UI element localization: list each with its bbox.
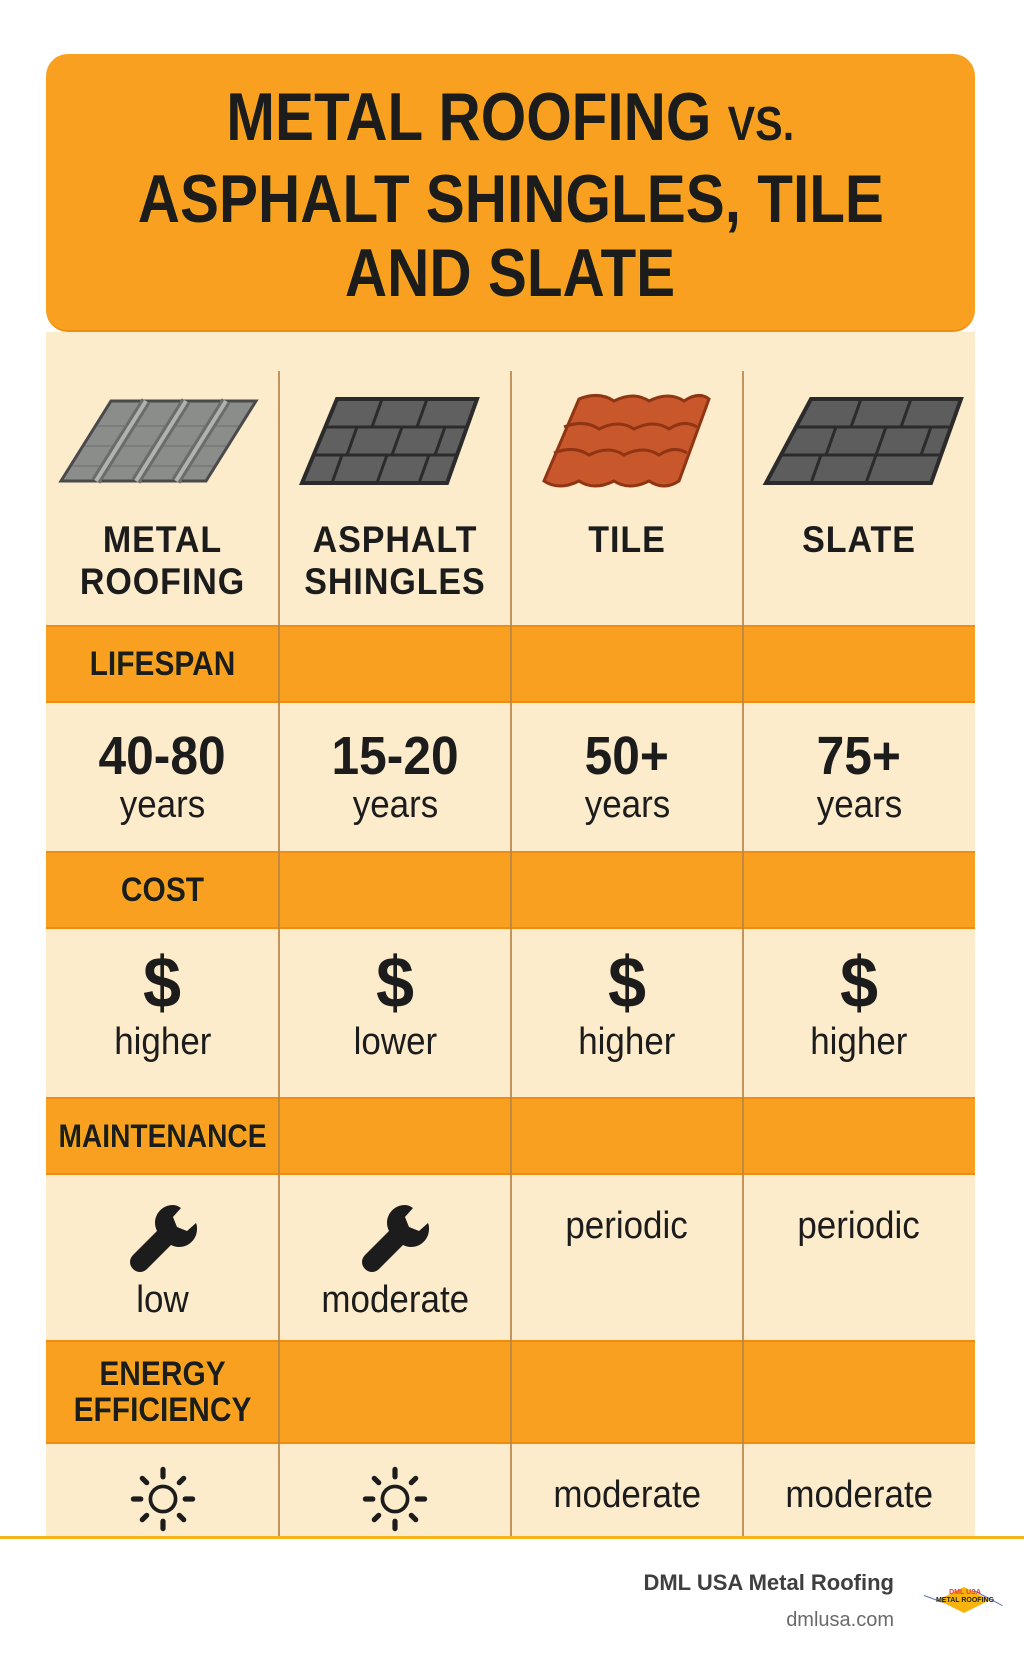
dollar-icon: $	[375, 943, 415, 1023]
column-tile: TILE	[511, 371, 743, 623]
cost-slate: $ higher	[810, 943, 908, 1063]
lifespan-asphalt: 15-20 years	[331, 726, 459, 826]
footer-brand: DML USA Metal Roofing	[643, 1570, 894, 1595]
footer-divider	[0, 1536, 1024, 1539]
clay-tile-icon	[542, 394, 711, 488]
sun-icon	[362, 1466, 428, 1532]
lifespan-slate: 75+ years	[816, 726, 902, 826]
maintenance-asphalt: moderate	[279, 1175, 511, 1340]
energy-label: ENERGY EFFICIENCY	[73, 1355, 252, 1429]
dollar-icon: $	[143, 943, 182, 1023]
energy-slate: moderate	[785, 1474, 933, 1516]
column-asphalt-shingles: ASPHALT SHINGLES	[279, 371, 511, 623]
footer-url[interactable]: dmlusa.com	[786, 1609, 894, 1631]
cost-metal: $ higher	[113, 943, 212, 1063]
lifespan-tile: 50+ years	[584, 726, 670, 826]
dollar-icon: $	[607, 943, 647, 1023]
column-label: ASPHALT SHINGLES	[304, 519, 486, 602]
column-label: SLATE	[802, 519, 916, 560]
asphalt-shingles-icon	[299, 397, 480, 485]
title-banner: METAL ROOFING VS. ASPHALT SHINGLES, TILE…	[46, 54, 975, 332]
column-divider	[510, 371, 512, 1537]
title-vs: VS.	[727, 98, 795, 151]
maintenance-tile: periodic	[565, 1205, 689, 1247]
title-line-2: ASPHALT SHINGLES, TILE	[137, 161, 884, 237]
sun-icon	[130, 1466, 195, 1532]
cost-tile: $ higher	[578, 943, 676, 1063]
title-line-1: METAL ROOFING VS.	[226, 79, 795, 155]
title-line-3: AND SLATE	[345, 235, 676, 311]
column-divider	[278, 371, 280, 1537]
column-metal-roofing: METAL ROOFING	[46, 371, 279, 623]
metal-roof-panel-icon	[58, 398, 259, 484]
column-label: TILE	[588, 519, 666, 560]
wrench-icon	[362, 1205, 429, 1272]
maintenance-metal: low	[46, 1175, 279, 1340]
energy-metal	[46, 1444, 279, 1536]
cost-asphalt: $ lower	[353, 943, 437, 1063]
energy-tile: moderate	[553, 1474, 701, 1516]
dollar-icon: $	[839, 943, 879, 1023]
panel-top-fill	[46, 332, 975, 372]
wrench-icon	[129, 1205, 197, 1272]
maintenance-slate: periodic	[797, 1205, 921, 1247]
company-logo: DML USA METAL ROOFING	[923, 1585, 1006, 1619]
slate-icon	[762, 397, 964, 485]
lifespan-metal: 40-80 years	[98, 726, 227, 826]
column-label: METAL ROOFING	[79, 519, 246, 602]
column-slate: SLATE	[743, 371, 975, 623]
column-divider	[742, 371, 744, 1537]
energy-asphalt	[279, 1444, 511, 1536]
